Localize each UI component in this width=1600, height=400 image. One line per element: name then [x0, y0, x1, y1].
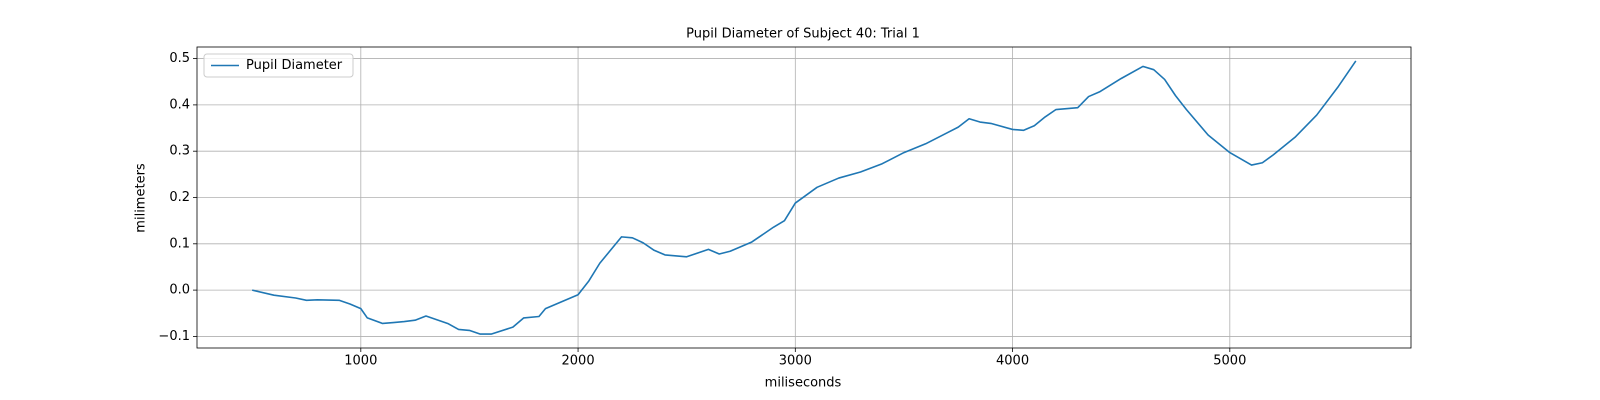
plot-frame	[196, 46, 1412, 349]
x-tick-label: 2000	[562, 354, 595, 369]
x-tick-label: 1000	[344, 354, 377, 369]
x-tick-label: 3000	[779, 354, 812, 369]
legend-box	[203, 53, 354, 78]
chart-title: Pupil Diameter of Subject 40: Trial 1	[686, 27, 920, 42]
y-tick-label: 0.2	[169, 190, 190, 205]
y-axis-label: milimeters	[134, 163, 149, 233]
y-tick-label: 0.3	[169, 144, 190, 159]
y-tick-label: 0.4	[169, 97, 190, 112]
y-tick-label: 0.0	[169, 283, 190, 298]
x-axis-label: miliseconds	[765, 376, 842, 391]
y-tick-label: 0.1	[169, 236, 190, 251]
y-tick-label: 0.5	[169, 51, 190, 66]
data-line	[251, 60, 1357, 335]
x-tick-label: 5000	[1213, 354, 1246, 369]
legend-label: Pupil Diameter	[246, 58, 343, 73]
y-tick-label: −0.1	[158, 329, 190, 344]
x-tick-label: 4000	[996, 354, 1029, 369]
